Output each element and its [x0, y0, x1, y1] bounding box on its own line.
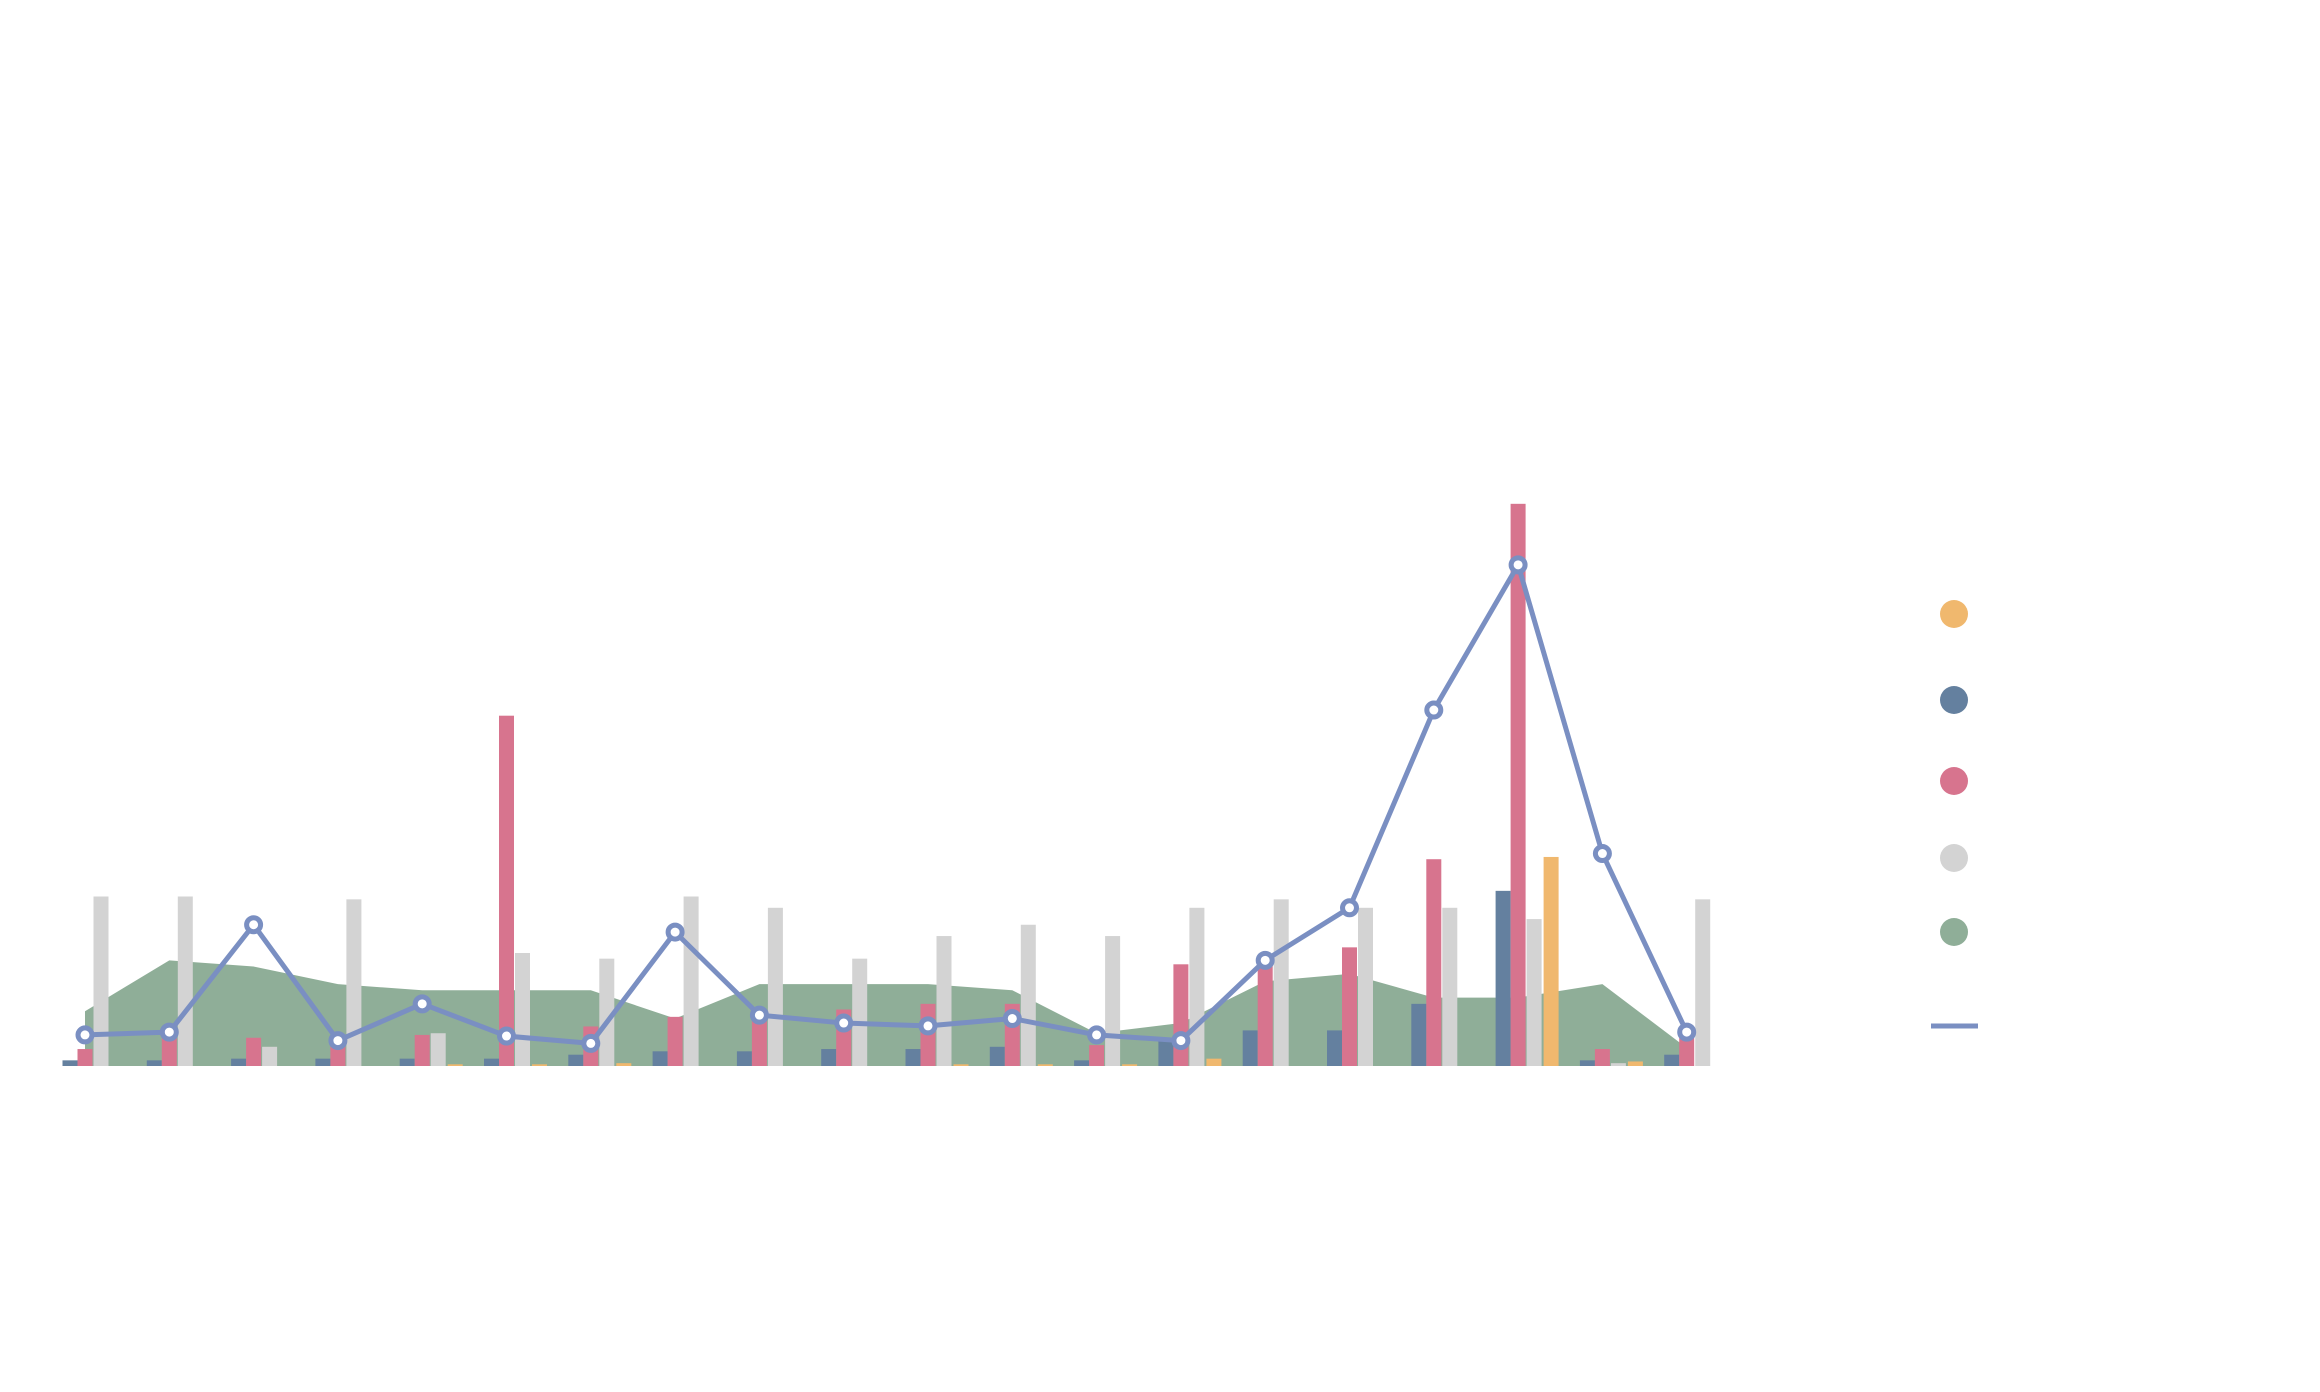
bar [1242, 1030, 1258, 1066]
line-point [497, 1026, 516, 1046]
bar [1173, 964, 1189, 1066]
bar [1273, 899, 1289, 1066]
bar [1679, 1037, 1695, 1066]
bar [599, 958, 615, 1066]
line-point [75, 1025, 95, 1045]
line-point [1340, 898, 1359, 918]
line-point [1255, 950, 1275, 970]
bar [1426, 859, 1442, 1066]
bar [484, 1058, 499, 1066]
bar [1495, 890, 1511, 1066]
bar [146, 1060, 162, 1066]
legend-marker [1940, 918, 1968, 946]
bar-layer [62, 503, 1711, 1066]
bar [751, 1011, 767, 1066]
line-point [581, 1033, 601, 1053]
bar [399, 1058, 415, 1066]
bar [1327, 1030, 1342, 1066]
line-point [1002, 1009, 1022, 1029]
bar [989, 1046, 1005, 1066]
bar [93, 896, 109, 1066]
bar [821, 1049, 837, 1066]
bar [1627, 1061, 1643, 1066]
line-point [412, 994, 432, 1014]
bar [1037, 1064, 1053, 1066]
bar [414, 1034, 430, 1066]
bar [231, 1058, 247, 1066]
line-point [1424, 700, 1444, 720]
bar [667, 1016, 683, 1066]
bar [1411, 1003, 1427, 1066]
bar [852, 958, 868, 1066]
bar [1074, 1060, 1090, 1066]
bar [1695, 899, 1711, 1066]
legend-marker [1940, 686, 1968, 714]
bar [1122, 1064, 1138, 1066]
legend-marker [1940, 844, 1968, 872]
bar [1543, 856, 1559, 1066]
bar [77, 1049, 93, 1066]
line-point [918, 1016, 938, 1036]
bar [1664, 1054, 1680, 1066]
line-point [749, 1005, 769, 1025]
bar [499, 715, 514, 1066]
bar [246, 1037, 262, 1066]
bar [568, 1054, 584, 1066]
bar [905, 1049, 921, 1066]
bar [1257, 958, 1273, 1066]
line-point [159, 1022, 179, 1042]
bar [953, 1064, 969, 1066]
line [84, 562, 1689, 1046]
bar [1442, 907, 1458, 1066]
bar [532, 1064, 547, 1066]
line-point [1677, 1022, 1697, 1042]
bar [1342, 947, 1357, 1066]
bar [346, 899, 362, 1066]
bar [62, 1060, 78, 1066]
bar [652, 1051, 668, 1066]
bar [683, 896, 699, 1066]
bar [1526, 919, 1542, 1066]
bar [1020, 924, 1036, 1066]
bar [1158, 1040, 1174, 1066]
bar [315, 1058, 331, 1066]
bar [736, 1051, 752, 1066]
bar [1089, 1045, 1105, 1066]
legend-marker [1940, 600, 1968, 628]
line-point [1087, 1025, 1107, 1045]
bar [767, 907, 783, 1066]
bar [430, 1033, 446, 1066]
bar [1579, 1060, 1595, 1066]
bar [1105, 936, 1121, 1066]
line-layer [75, 555, 1697, 1053]
bar [1358, 907, 1373, 1066]
legend-marker [1940, 767, 1968, 795]
line-point [1508, 555, 1528, 575]
bar [177, 896, 193, 1066]
bar [1206, 1058, 1222, 1066]
bar [1594, 1049, 1610, 1066]
bar [262, 1046, 278, 1066]
bar [515, 953, 530, 1066]
line-point [328, 1031, 348, 1051]
bar [447, 1064, 463, 1066]
bar [1510, 503, 1526, 1066]
bar [616, 1063, 632, 1066]
bar [1189, 907, 1205, 1066]
line-point [1592, 844, 1612, 864]
line-point [1171, 1031, 1191, 1051]
bar [1610, 1063, 1626, 1066]
bar [936, 936, 952, 1066]
line-point [834, 1013, 854, 1033]
line-point [244, 915, 264, 935]
line-point [665, 922, 685, 942]
